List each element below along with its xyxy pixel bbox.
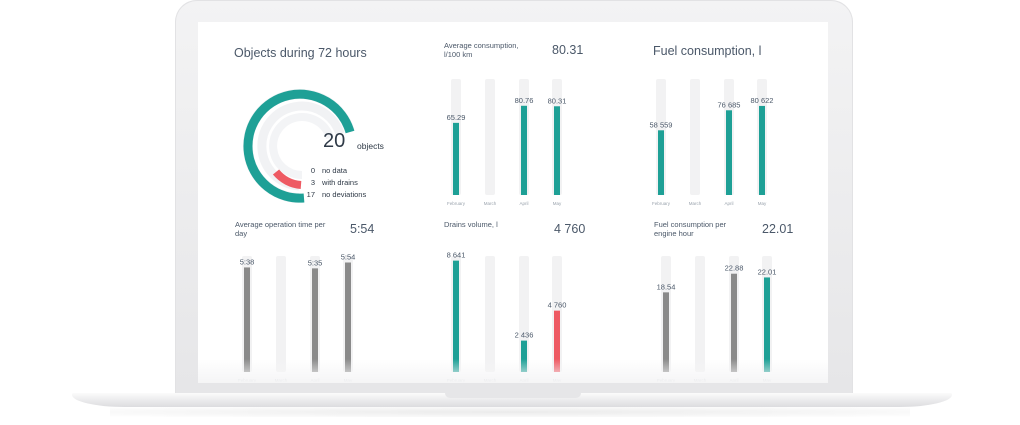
category-label: April [724, 201, 733, 206]
donut-arc-no-deviations [243, 89, 355, 203]
legend-with-drains: 3 with drains [299, 178, 358, 188]
widget-bar-chart: 18.54FebruaryMarch22.88April22.01May [657, 256, 777, 383]
bar-april[interactable] [521, 105, 527, 195]
bar-value-label: 80 622 [751, 96, 774, 105]
bar-february[interactable] [663, 292, 669, 372]
bar-value-label: 65.29 [447, 113, 466, 122]
legend-value: 3 [310, 178, 315, 187]
bar-february[interactable] [453, 260, 459, 372]
legend-no-deviations: 17 no deviations [299, 190, 367, 200]
bar-april[interactable] [731, 273, 737, 372]
bar-value-label: 5:54 [341, 252, 356, 261]
objects-count: 20 [323, 130, 346, 152]
dashboard-screen: Objects during 72 hours 20 objects 0 no d… [198, 22, 828, 383]
widget-bar-chart: 65.29 February March 80.76 April 80.31 May [447, 79, 567, 206]
bar-value-label: 18.54 [657, 282, 676, 291]
bar-value-label: 2 436 [515, 331, 534, 340]
bar-may[interactable] [764, 277, 770, 372]
widget-drains-volume[interactable]: Drains volume, l 4 760 8 641FebruaryMarc… [442, 214, 642, 383]
legend-value: 0 [310, 166, 315, 175]
objects-panel-title: Objects during 72 hours [234, 46, 367, 60]
legend-label: no deviations [322, 190, 367, 199]
widget-fuel-consumption[interactable]: Fuel consumption, l 58 559 February March 7… [647, 37, 828, 207]
objects-count-label: objects [357, 141, 384, 151]
bar-value-label: 5:38 [240, 257, 255, 266]
bar-may[interactable] [345, 262, 351, 372]
bar-february[interactable] [658, 130, 664, 195]
bar-value-label: 58 559 [650, 120, 673, 129]
widget-value: 4 760 [554, 222, 586, 236]
category-label: May [758, 201, 767, 206]
bar-track [690, 79, 700, 195]
category-label: March [484, 201, 497, 206]
bar-value-label: 80.76 [515, 96, 534, 105]
donut-arc-with-drains [272, 169, 302, 189]
legend-no-data: 0 no data [299, 166, 347, 176]
widget-avg-operation-time[interactable]: Average operation time per day 5:54 5:38… [233, 214, 433, 383]
bar-track [485, 256, 495, 372]
bar-may[interactable] [759, 105, 765, 195]
widget-title: Fuel consumption per engine hour [654, 220, 727, 238]
bar-value-label: 8 641 [447, 251, 466, 260]
widget-value: 80.31 [552, 43, 584, 57]
legend-value: 17 [306, 190, 315, 199]
bar-track [276, 256, 286, 372]
bar-february[interactable] [453, 122, 459, 195]
bar-may[interactable] [554, 106, 560, 195]
laptop-shadow [110, 407, 910, 417]
category-label: February [652, 201, 671, 206]
widget-value: 22.01 [762, 222, 794, 236]
bar-track [485, 79, 495, 195]
category-label: March [689, 201, 702, 206]
legend-label: with drains [322, 178, 358, 187]
widget-title: Average operation time per day [235, 220, 326, 238]
category-label: April [519, 201, 528, 206]
bar-april[interactable] [726, 110, 732, 195]
bar-april[interactable] [521, 340, 527, 372]
bar-value-label: 76 685 [718, 100, 741, 109]
widget-bar-chart: 5:38FebruaryMarch5:35April5:54May [238, 252, 356, 383]
bar-value-label: 22.01 [758, 267, 777, 276]
widget-title: Fuel consumption, l [653, 44, 762, 58]
bar-value-label: 22.88 [725, 264, 744, 273]
bar-value-label: 4 760 [548, 301, 567, 310]
bar-value-label: 5:35 [308, 258, 323, 267]
category-label: May [553, 201, 562, 206]
objects-donut-chart [242, 89, 355, 203]
bar-may[interactable] [554, 310, 560, 372]
bar-track [695, 256, 705, 372]
widget-bar-chart: 58 559 February March 76 685 April 80 622 May [650, 79, 774, 206]
widget-title: Drains volume, l [444, 220, 498, 229]
widget-title: Average consumption, l/100 km [444, 41, 519, 59]
widget-avg-consumption[interactable]: Average consumption, l/100 km 80.31 65.2… [442, 37, 642, 207]
category-label: February [447, 201, 466, 206]
widget-value: 5:54 [350, 222, 375, 236]
legend-label: no data [322, 166, 348, 175]
laptop-notch [445, 393, 581, 398]
widget-bar-chart: 8 641FebruaryMarch2 436April4 760May [447, 251, 567, 383]
widget-fuel-per-engine-hour[interactable]: Fuel consumption per engine hour 22.01 1… [652, 214, 828, 383]
bar-april[interactable] [312, 268, 318, 372]
bar-value-label: 80.31 [548, 96, 567, 105]
objects-panel: Objects during 72 hours 20 objects 0 no d… [228, 37, 428, 207]
bar-february[interactable] [244, 267, 250, 372]
donut-track-inner [269, 113, 334, 179]
screen-bottom-fade [198, 359, 828, 383]
laptop-base [72, 393, 952, 407]
